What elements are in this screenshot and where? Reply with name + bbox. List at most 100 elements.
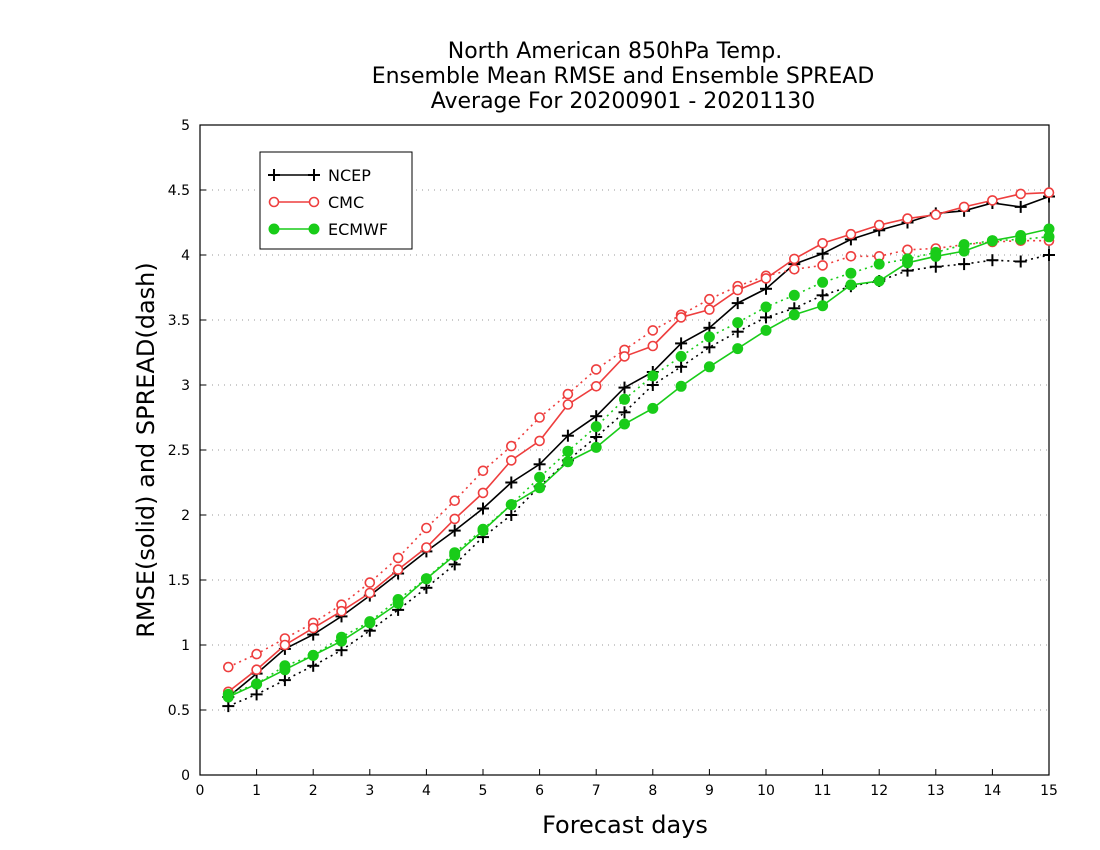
ecmwf-rmse-point (477, 525, 489, 537)
ncep-spread-point (278, 674, 291, 687)
ncep-rmse-point (675, 337, 688, 350)
cmc-rmse-point (421, 542, 432, 553)
ncep-rmse-point (533, 458, 546, 471)
ecmwf-spread-point (619, 393, 630, 405)
ecmwf-spread-point (703, 331, 715, 343)
cmc-spread-point (534, 412, 545, 423)
ecmwf-rmse-point (392, 597, 404, 609)
cmc-spread-point (902, 244, 913, 256)
ncep-spread-point (986, 254, 999, 267)
cmc-legend-right-point (308, 196, 320, 208)
cmc-spread-point (788, 263, 800, 275)
ecmwf-rmse-point (420, 573, 432, 585)
ncep-rmse-line (227, 195, 1050, 698)
ecmwf-legend-left-point (268, 223, 280, 235)
y-tick-label: 0.5 (168, 703, 190, 719)
ecmwf-spread-series (222, 231, 1055, 700)
ncep-spread-point (618, 406, 631, 419)
ecmwf-spread-point (647, 370, 659, 382)
ecmwf-rmse-point (902, 257, 913, 269)
cmc-rmse-point (336, 605, 347, 617)
chart-title-line-2: Ensemble Mean RMSE and Ensemble SPREAD (372, 64, 875, 89)
x-tick-label: 12 (870, 783, 888, 799)
legend: NCEP CMC ECMWF (259, 151, 413, 250)
cmc-spread-point (449, 495, 461, 507)
ecmwf-rmse-point (534, 482, 546, 494)
ncep-spread-point (675, 360, 688, 373)
ecmwf-spread-point (562, 445, 574, 457)
ecmwf-rmse-point (1043, 223, 1055, 235)
cmc-rmse-point (902, 213, 913, 224)
ecmwf-rmse-point (732, 343, 744, 355)
ncep-spread-point (929, 260, 942, 273)
cmc-rmse-point (251, 664, 262, 676)
ecmwf-rmse-point (986, 235, 998, 247)
ecmwf-rmse-point (817, 300, 829, 312)
ncep-spread-point (1043, 249, 1055, 261)
x-axis-label: Forecast days (542, 811, 708, 839)
cmc-rmse-point (732, 284, 744, 296)
ecmwf-rmse-point (788, 309, 800, 321)
ecmwf-spread-point (732, 317, 744, 329)
ncep-spread-point (703, 341, 716, 354)
cmc-spread-point (477, 465, 489, 477)
ecmwf-spread-point (845, 267, 857, 279)
ecmwf-spread-point (873, 258, 885, 270)
ecmwf-rmse-point (336, 635, 347, 647)
x-tick-label: 5 (479, 783, 488, 799)
y-tick-label: 2 (181, 508, 190, 524)
legend-item-ncep: NCEP (268, 166, 371, 185)
legend-item-ecmwf: ECMWF (268, 220, 388, 239)
cmc-rmse-point (987, 195, 998, 206)
y-tick-label: 1.5 (168, 573, 190, 589)
ecmwf-rmse-point (251, 678, 263, 690)
ncep-spread-point (250, 688, 263, 701)
ncep-spread-point (590, 431, 603, 443)
y-tick-label: 4.5 (168, 183, 190, 199)
x-tick-label: 0 (196, 783, 205, 799)
cmc-rmse-point (307, 622, 319, 634)
cmc-rmse-point (760, 273, 772, 284)
ncep-rmse-point (760, 282, 772, 295)
ecmwf-rmse-point (1015, 230, 1027, 241)
ecmwf-rmse-line (227, 228, 1050, 698)
cmc-rmse-point (392, 564, 404, 575)
ncep-rmse-point (731, 297, 744, 310)
ncep-rmse-point (1014, 200, 1027, 213)
cmc-spread-point (590, 364, 602, 375)
cmc-rmse-point (590, 380, 602, 392)
ncep-rmse-point (618, 381, 631, 394)
cmc-rmse-point (845, 228, 857, 240)
ncep-legend-right-point (308, 169, 320, 181)
cmc-rmse-line (227, 191, 1050, 693)
cmc-spread-point (845, 250, 857, 262)
cmc-rmse-point (279, 639, 291, 651)
axis-ticks: 0 1 2 3 4 5 6 7 8 9 10 11 12 13 14 1500.511.522.533.544… (168, 118, 1058, 799)
legend-box (259, 151, 413, 250)
chart-title-line-3: Average For 20200901 - 20201130 (431, 89, 816, 114)
cmc-spread-line (227, 239, 1049, 668)
x-tick-label: 6 (535, 783, 544, 799)
legend-label-ncep: NCEP (328, 166, 371, 185)
cmc-rmse-point (817, 238, 828, 249)
ecmwf-rmse-point (958, 245, 970, 257)
ecmwf-rmse-point (364, 617, 376, 629)
x-tick-label: 4 (422, 783, 431, 799)
legend-label-cmc: CMC (328, 193, 364, 212)
y-tick-label: 3.5 (168, 313, 190, 329)
cmc-rmse-point (534, 435, 545, 447)
ecmwf-rmse-point (930, 250, 942, 262)
ecmwf-rmse-point (703, 361, 715, 373)
y-tick-label: 0 (181, 768, 190, 784)
cmc-rmse-point (619, 351, 630, 362)
ecmwf-rmse-point (222, 691, 234, 703)
y-tick-label: 2.5 (168, 443, 190, 459)
cmc-spread-point (392, 552, 404, 564)
ecmwf-rmse-point (845, 279, 857, 291)
cmc-rmse-point (1043, 187, 1055, 198)
series-layer (222, 187, 1055, 713)
ecmwf-spread-line (228, 236, 1050, 696)
ncep-spread-point (958, 258, 971, 271)
ecmwf-spread-point (760, 301, 772, 313)
